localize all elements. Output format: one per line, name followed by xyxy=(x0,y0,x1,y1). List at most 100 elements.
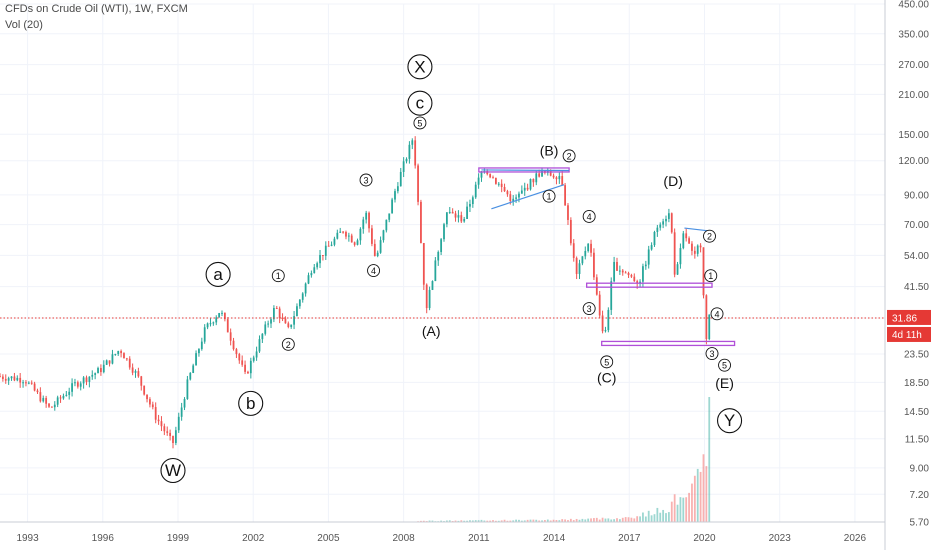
candle-body xyxy=(7,378,10,381)
volume-bar xyxy=(431,520,434,522)
candle-body xyxy=(209,323,212,325)
candle-body xyxy=(627,273,630,276)
candle-body xyxy=(298,299,301,307)
candle-body xyxy=(529,179,532,190)
candle-body xyxy=(102,364,105,373)
candle-body xyxy=(131,367,134,373)
volume-bar xyxy=(561,519,564,522)
trendline xyxy=(684,227,708,232)
candle-body xyxy=(198,349,200,354)
wave-circle xyxy=(582,302,596,315)
candle-body xyxy=(154,407,157,420)
candle-body xyxy=(391,199,394,214)
wave-circle xyxy=(582,209,596,223)
candle-body xyxy=(146,394,148,400)
candle-body xyxy=(125,358,128,360)
candle-body xyxy=(587,243,590,251)
candle-body xyxy=(79,383,82,387)
candle-body xyxy=(691,243,693,251)
candle-body xyxy=(500,183,503,187)
price-badge xyxy=(887,309,931,325)
candle-body xyxy=(111,354,114,364)
candle-body xyxy=(339,231,342,233)
candle-body xyxy=(223,312,226,320)
candle-body xyxy=(1,376,4,379)
candle-body xyxy=(688,238,690,244)
candle-body xyxy=(137,371,140,377)
y-axis[interactable]: 450.00 350.00 270.00 210.00 150.00 120.00 90.0… xyxy=(884,0,931,550)
wave-label: a xyxy=(213,265,223,284)
x-axis: 1993 1996 1999 2002 2005 2008 2011 2014 2017 2020… xyxy=(0,521,885,544)
wave-label: (A) xyxy=(422,323,441,339)
volume-bar xyxy=(682,497,685,522)
candle-body xyxy=(206,323,209,328)
candle-body xyxy=(241,360,244,365)
candle-body xyxy=(287,323,290,327)
candle-body xyxy=(662,221,665,225)
candle-body xyxy=(578,263,581,274)
candle-body xyxy=(705,295,708,340)
candle-body xyxy=(532,179,535,183)
trendline xyxy=(491,184,565,210)
volume-bar xyxy=(440,520,443,522)
volume-bar xyxy=(670,501,673,522)
x-tick-label: 2023 xyxy=(769,533,792,544)
volume-bar xyxy=(535,519,538,522)
candle-body xyxy=(157,419,160,422)
candle-body xyxy=(324,245,327,256)
volume-bar xyxy=(584,519,587,522)
candle-body xyxy=(195,353,197,366)
y-tick-label: 70.00 xyxy=(904,220,929,231)
volume-bar xyxy=(454,520,457,522)
wave-circle xyxy=(160,457,186,484)
volume-bar xyxy=(549,520,552,522)
candle-body xyxy=(48,403,50,407)
candle-body xyxy=(497,183,500,185)
candle-body xyxy=(13,376,16,381)
candle-body xyxy=(272,307,275,320)
volume-bar xyxy=(463,520,466,522)
candle-body xyxy=(160,421,163,427)
volume-bar xyxy=(448,520,451,522)
wave-label: 4 xyxy=(371,266,376,276)
candle-body xyxy=(235,349,238,355)
volume-bar xyxy=(665,513,667,522)
volume-bar xyxy=(541,520,543,522)
candle-body xyxy=(39,392,42,402)
volume-bar xyxy=(578,519,581,522)
candle-body xyxy=(535,173,538,183)
y-tick-label: 7.20 xyxy=(910,490,930,501)
candle-body xyxy=(33,383,36,391)
candle-body xyxy=(466,206,468,219)
x-tick-label: 2011 xyxy=(468,533,490,544)
candle-body xyxy=(515,197,517,199)
price-candles xyxy=(0,136,711,449)
candle-body xyxy=(607,309,610,331)
candle-body xyxy=(333,238,336,245)
volume-bar xyxy=(523,520,526,522)
candle-body xyxy=(310,273,313,276)
volume-bar xyxy=(644,516,647,522)
candle-body xyxy=(667,213,670,219)
candle-body xyxy=(396,186,399,192)
x-tick-label: 2020 xyxy=(693,533,716,544)
volume-indicator-label[interactable]: Vol (20) xyxy=(5,19,43,31)
volume-bar xyxy=(593,518,595,522)
wave-circle xyxy=(407,90,433,116)
candle-body xyxy=(91,374,94,377)
candle-body xyxy=(512,198,515,201)
volume-bar xyxy=(656,507,659,522)
candle-body xyxy=(399,171,402,187)
y-tick-label: 350.00 xyxy=(898,29,929,40)
candle-body xyxy=(278,308,281,319)
wave-circle xyxy=(542,189,556,203)
candle-body xyxy=(590,243,592,253)
candle-body xyxy=(45,398,48,404)
candle-body xyxy=(50,406,53,408)
volume-bar xyxy=(679,497,682,522)
candle-body xyxy=(693,250,696,254)
candle-body xyxy=(679,248,682,265)
candle-body xyxy=(422,242,425,285)
